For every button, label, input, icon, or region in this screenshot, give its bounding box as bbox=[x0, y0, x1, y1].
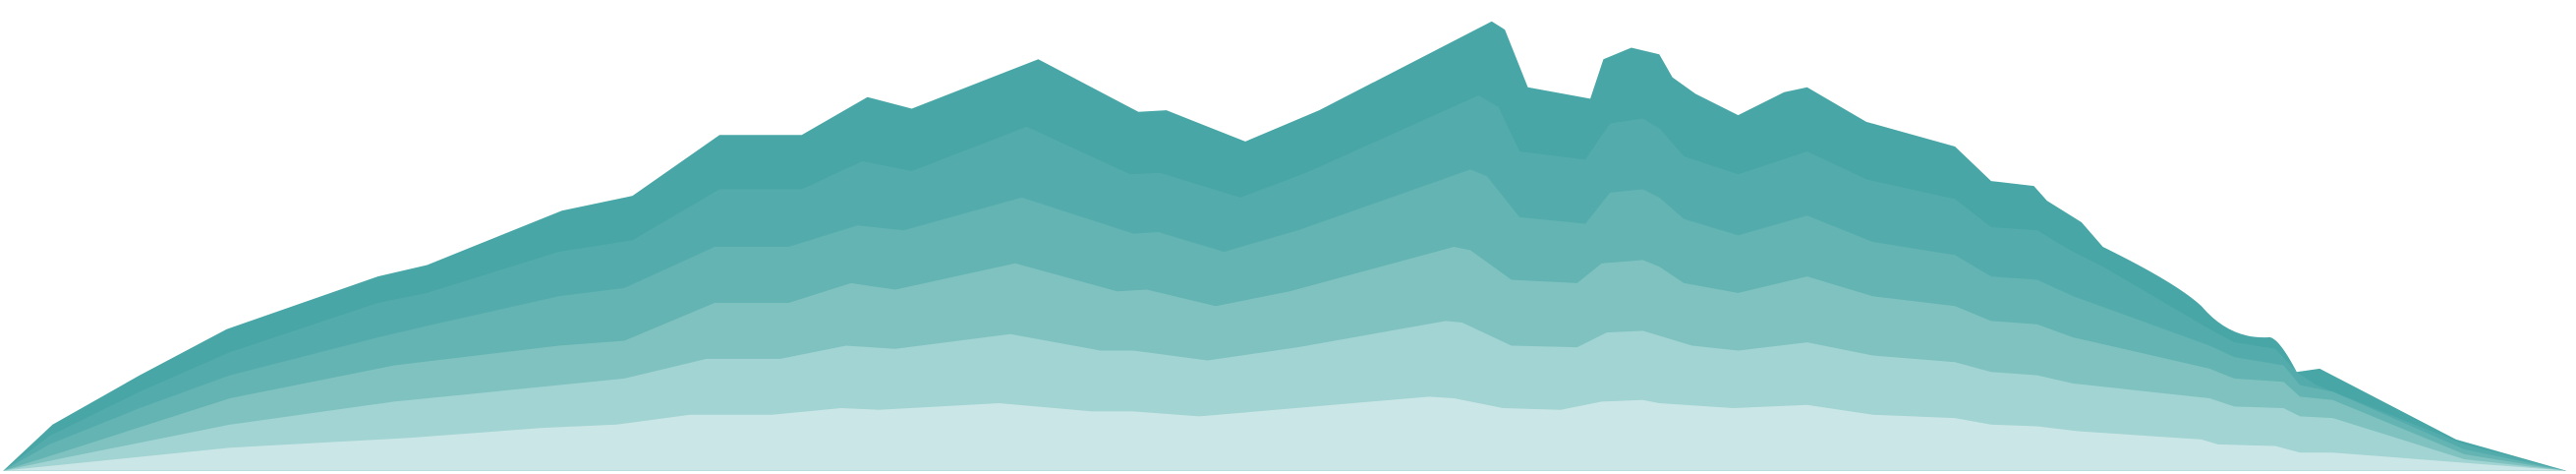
ridge-layer bbox=[3, 396, 2566, 471]
